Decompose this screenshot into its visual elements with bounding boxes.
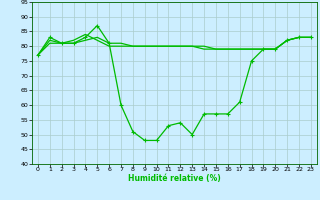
X-axis label: Humidité relative (%): Humidité relative (%)	[128, 174, 221, 183]
